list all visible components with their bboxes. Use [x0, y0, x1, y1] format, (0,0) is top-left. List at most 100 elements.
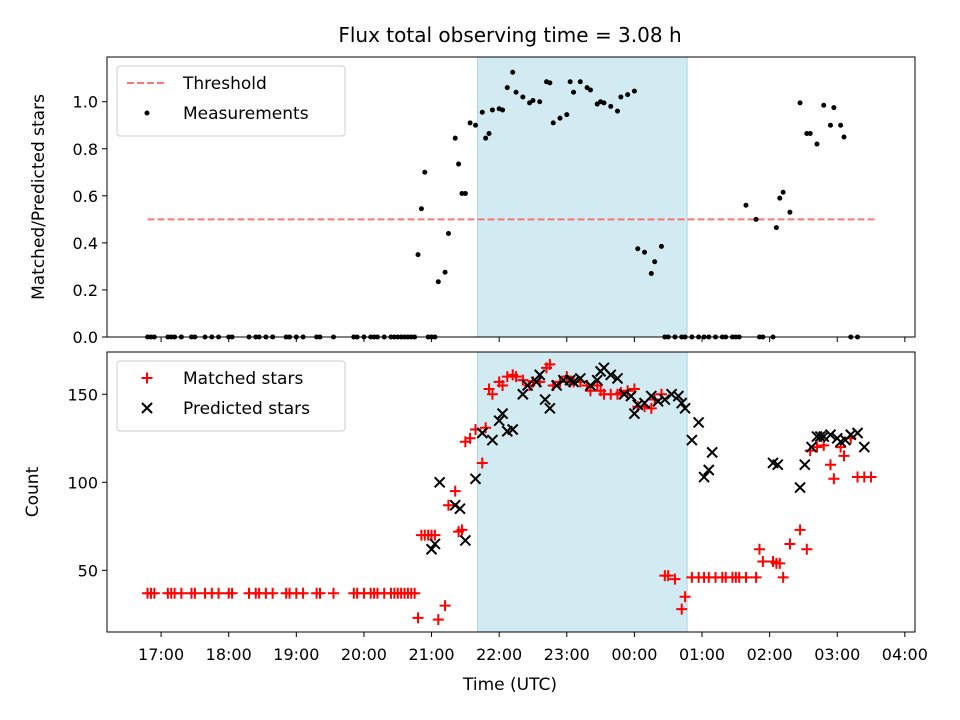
x-tick-label: 22:00 — [476, 645, 522, 664]
measurements-point — [743, 202, 749, 208]
predicted-stars-point — [530, 376, 543, 388]
measurements-point — [787, 209, 793, 215]
top-legend-box — [116, 65, 346, 137]
measurements-point — [537, 99, 543, 105]
top-y-tick-label: 0.0 — [73, 328, 98, 347]
bottom-y-axis-label: Count — [23, 466, 43, 517]
measurements-point — [797, 100, 803, 106]
measurements-point — [773, 225, 779, 231]
measurements-point — [483, 135, 489, 141]
matched-stars-point — [464, 432, 476, 444]
predicted-stars-point — [459, 534, 472, 547]
matched-stars-point — [679, 591, 691, 603]
predicted-stars-point — [539, 393, 551, 406]
predicted-stars-point — [618, 388, 630, 400]
matched-stars-point — [774, 557, 786, 569]
matched-stars-point — [784, 538, 796, 550]
chart-title: Flux total observing time = 3.08 h — [338, 23, 681, 47]
matched-stars-point — [442, 499, 454, 511]
measurements-point — [479, 109, 485, 115]
x-tick-label: 19:00 — [273, 645, 319, 664]
measurements-point — [608, 103, 614, 109]
measurements-point — [601, 100, 607, 106]
matched-stars-point — [584, 385, 596, 397]
x-tick-label: 18:00 — [206, 645, 252, 664]
measurements-point — [486, 130, 492, 136]
matched-stars-point — [476, 457, 488, 469]
measurements-point — [807, 130, 813, 136]
measurements-point — [571, 89, 577, 95]
measurements-point — [564, 112, 570, 118]
legend-matched-stars-label: Matched stars — [183, 369, 303, 389]
measurements-point — [625, 92, 631, 98]
bottom-y-tick-label: 150 — [67, 385, 98, 404]
predicted-stars-point — [521, 379, 534, 392]
top-plot-frame — [106, 56, 916, 338]
bottom-legend-box — [116, 360, 346, 432]
measurements-point — [652, 259, 658, 265]
measurements-point — [648, 270, 654, 276]
x-tick-label: 21:00 — [408, 645, 454, 664]
matched-stars-point — [432, 614, 444, 626]
predicted-stars-point — [425, 543, 438, 555]
predicted-stars-point — [433, 476, 446, 489]
x-tick-label: 00:00 — [611, 645, 657, 664]
measurements-point — [456, 161, 462, 167]
measurements-point — [631, 88, 637, 94]
matched-stars-point — [544, 358, 556, 370]
matched-stars-point — [213, 587, 225, 599]
bottom-observing-window — [477, 351, 688, 633]
predicted-stars-point — [517, 388, 529, 400]
matched-stars-point — [328, 587, 340, 599]
measurements-point — [445, 230, 451, 236]
top-y-axis-label: Matched/Predicted stars — [29, 94, 49, 300]
matched-stars-point — [824, 459, 836, 471]
predicted-stars-point — [703, 464, 715, 476]
predicted-stars-point — [799, 458, 811, 471]
predicted-stars-point — [845, 429, 857, 441]
predicted-stars-point — [672, 390, 685, 402]
predicted-stars-point — [429, 538, 441, 550]
predicted-stars-point — [591, 374, 603, 386]
legend-measurements-label: Measurements — [183, 104, 309, 124]
matched-stars-point — [753, 543, 765, 555]
matched-stars-point — [456, 524, 468, 536]
predicted-stars-point — [496, 407, 509, 420]
top-observing-window — [477, 56, 688, 338]
x-tick-label: 23:00 — [544, 645, 590, 664]
measurements-point — [442, 269, 448, 275]
predicted-stars-point — [544, 402, 556, 415]
predicted-stars-point — [824, 429, 837, 441]
predicted-stars-point — [686, 434, 698, 446]
measurements-point — [618, 94, 624, 100]
matched-stars-point — [297, 587, 309, 599]
legend-threshold-label: Threshold — [182, 74, 267, 94]
predicted-stars-point — [772, 458, 784, 471]
measurements-point — [513, 89, 519, 95]
measurements-point — [547, 80, 553, 86]
measurements-point — [530, 98, 536, 104]
predicted-stars-point — [486, 434, 499, 446]
top-y-tick-label: 0.2 — [73, 281, 98, 300]
measurements-point — [814, 141, 820, 147]
predicted-stars-point — [706, 446, 718, 459]
predicted-stars-point — [625, 390, 637, 402]
measurements-point — [467, 120, 473, 126]
measurements-point — [550, 120, 556, 126]
matched-stars-point — [409, 587, 421, 599]
matched-stars-point — [314, 587, 326, 599]
matched-stars-point — [148, 587, 160, 599]
predicted-stars-point — [805, 441, 818, 453]
matched-stars-point — [811, 441, 823, 453]
predicted-stars-point — [534, 369, 546, 381]
measurements-point — [462, 190, 468, 196]
top-y-tick-label: 0.8 — [73, 140, 98, 159]
measurements-point — [831, 105, 837, 111]
matched-stars-point — [740, 571, 752, 583]
matched-stars-point — [439, 600, 451, 612]
predicted-stars-point — [574, 372, 587, 385]
predicted-stars-point — [692, 416, 705, 429]
top-legend: Threshold Measurements — [116, 65, 346, 137]
matched-stars-point — [517, 374, 529, 386]
measurements-point — [821, 102, 827, 108]
